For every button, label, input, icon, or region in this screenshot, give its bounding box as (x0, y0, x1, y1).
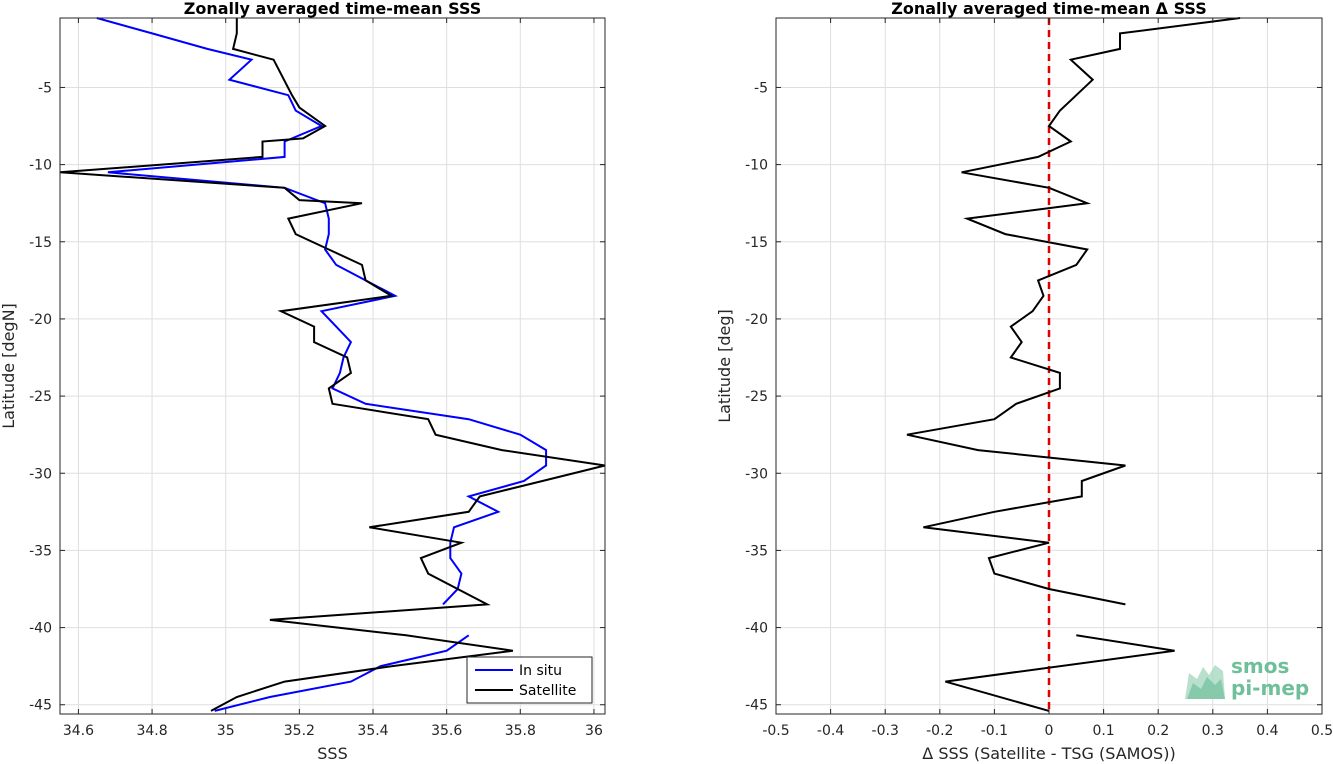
x-tick-label: 0.2 (1147, 723, 1169, 739)
y-tick-label: -40 (29, 621, 52, 637)
y-tick-label: -30 (29, 466, 52, 482)
plot-area (60, 18, 605, 714)
logo-line-1: smos (1231, 654, 1290, 678)
x-tick-label: 36 (585, 723, 603, 739)
series-line-satellite (59, 18, 606, 712)
legend-label-in-situ: In situ (519, 663, 562, 679)
y-tick-label: -45 (745, 698, 768, 714)
series-line-0 (945, 634, 1175, 712)
chart-title: Zonally averaged time-mean SSS (184, 0, 482, 18)
logo-line-2: pi-mep (1231, 676, 1310, 700)
smos-pi-mep-logo: smos pi-mep (1183, 655, 1318, 705)
y-tick-label: -20 (29, 312, 52, 328)
x-tick-label: 35 (217, 723, 235, 739)
y-tick-label: -25 (745, 389, 768, 405)
x-axis-label: SSS (317, 744, 347, 763)
legend: In situ Satellite (466, 656, 593, 704)
legend-label-satellite: Satellite (519, 683, 576, 699)
x-axis-label: Δ SSS (Satellite - TSG (SAMOS)) (922, 744, 1175, 763)
x-tick-label: 35.8 (505, 723, 536, 739)
sss-panel: 34.6 34.8 35 35.2 35.4 35.6 35.8 36 -5 -10 -15 -20 -… (0, 0, 606, 763)
x-tick-label: 0.1 (1092, 723, 1114, 739)
x-tick-label: -0.4 (817, 723, 844, 739)
delta-sss-panel: -0.5 -0.4 -0.3 -0.2 -0.1 0 0.1 0.2 0.3 0.4 0.5 -5 -1… (715, 0, 1333, 763)
y-tick-label: -35 (745, 543, 768, 559)
series-line-in-situ (214, 634, 470, 712)
x-tick-label: -0.5 (762, 723, 789, 739)
y-axis-label: Latitude [degN] (0, 303, 18, 429)
y-axis-label: Latitude [deg] (715, 309, 734, 423)
logo-mark-icon (1185, 665, 1225, 699)
x-tick-label: -0.3 (872, 723, 899, 739)
y-tick-label: -20 (745, 312, 768, 328)
x-tick-label: 34.8 (136, 723, 167, 739)
x-tick-label: 34.6 (63, 723, 94, 739)
legend-box (466, 656, 593, 704)
x-tick-label: 35.4 (357, 723, 388, 739)
x-tick-label: 0.3 (1202, 723, 1224, 739)
x-tick-label: 35.6 (431, 723, 462, 739)
series-line-in-situ (96, 17, 548, 606)
y-tick-label: -40 (745, 621, 768, 637)
x-tick-label: 0.4 (1256, 723, 1278, 739)
y-tick-label: -5 (754, 80, 768, 96)
y-tick-label: -25 (29, 389, 52, 405)
y-tick-label: -15 (29, 235, 52, 251)
x-tick-label: 0 (1045, 723, 1054, 739)
axes-frame (59, 17, 606, 715)
y-tick-label: -35 (29, 543, 52, 559)
y-tick-label: -30 (745, 466, 768, 482)
y-tick-label: -10 (29, 158, 52, 174)
y-tick-label: -45 (29, 698, 52, 714)
series-line-0 (906, 17, 1241, 606)
x-tick-label: 35.2 (284, 723, 315, 739)
x-tick-label: -0.2 (926, 723, 953, 739)
y-tick-label: -5 (38, 80, 52, 96)
chart-title: Zonally averaged time-mean Δ SSS (891, 0, 1207, 18)
y-tick-label: -10 (745, 158, 768, 174)
x-tick-label: -0.1 (981, 723, 1008, 739)
y-tick-label: -15 (745, 235, 768, 251)
x-tick-label: 0.5 (1311, 723, 1333, 739)
